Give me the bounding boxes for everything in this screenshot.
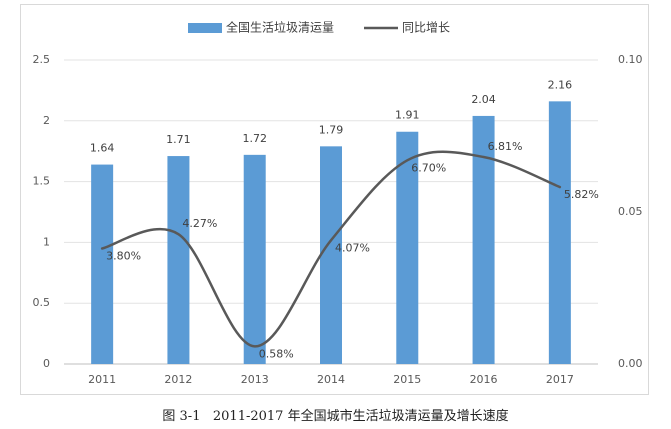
bar: [548, 101, 571, 365]
bar: [243, 154, 266, 364]
bar: [320, 146, 342, 364]
x-tick-label: 2012: [164, 373, 192, 386]
y-left-tick-label: 0: [43, 357, 50, 370]
y-left-tick-label: 2: [43, 114, 50, 127]
y-left-tick-label: 1: [43, 235, 50, 248]
growth-line: [100, 150, 562, 348]
bar: [91, 164, 114, 364]
legend-label-line: 同比增长: [402, 21, 450, 35]
x-tick-label: 2011: [88, 373, 116, 386]
combo-chart: 0 0.5 1 1.5 2 2.5 0.00 0.05 0.10 1.64 2011 1.71 2012…: [33, 20, 643, 387]
bar-value-label: 1.64: [90, 142, 115, 155]
x-tick-label: 2016: [470, 373, 498, 386]
y-left-tick-label: 1.5: [33, 175, 51, 188]
bar-value-label: 1.91: [395, 109, 420, 122]
x-tick-label: 2017: [546, 373, 574, 386]
figure-caption: 图 3-1 2011-2017 年全国城市生活垃圾清运量及增长速度: [0, 405, 671, 424]
line-value-label: 3.80%: [106, 249, 141, 262]
line-value-label: 6.81%: [488, 140, 523, 153]
x-tick-label: 2013: [241, 373, 269, 386]
bar: [472, 115, 495, 364]
y-left-tick-label: 0.5: [33, 296, 51, 309]
bar-value-label: 1.79: [319, 123, 344, 136]
y-right-tick-label: 0.10: [618, 53, 643, 66]
bar-value-label: 2.04: [471, 93, 496, 106]
bar: [396, 131, 419, 364]
bar: [167, 156, 190, 364]
bar-value-label: 2.16: [548, 78, 573, 91]
y-right-tick-label: 0.05: [618, 205, 643, 218]
figure-title: 2011-2017 年全国城市生活垃圾清运量及增长速度: [212, 409, 509, 424]
bar-value-label: 1.72: [242, 132, 267, 145]
x-tick-label: 2014: [317, 373, 345, 386]
line-value-label: 5.82%: [564, 188, 599, 201]
bar-value-label: 1.71: [166, 133, 191, 146]
y-right-tick-label: 0.00: [618, 357, 643, 370]
figure-number: 图 3-1: [162, 409, 201, 424]
x-tick-label: 2015: [393, 373, 421, 386]
line-value-label: 4.07%: [335, 241, 370, 254]
line-value-label: 4.27%: [182, 217, 217, 230]
legend-swatch-bar: [188, 23, 222, 33]
y-left-tick-label: 2.5: [33, 53, 51, 66]
line-value-label: 6.70%: [411, 161, 446, 174]
line-value-label: 0.58%: [259, 347, 294, 360]
legend-label-bar: 全国生活垃圾清运量: [226, 20, 334, 35]
